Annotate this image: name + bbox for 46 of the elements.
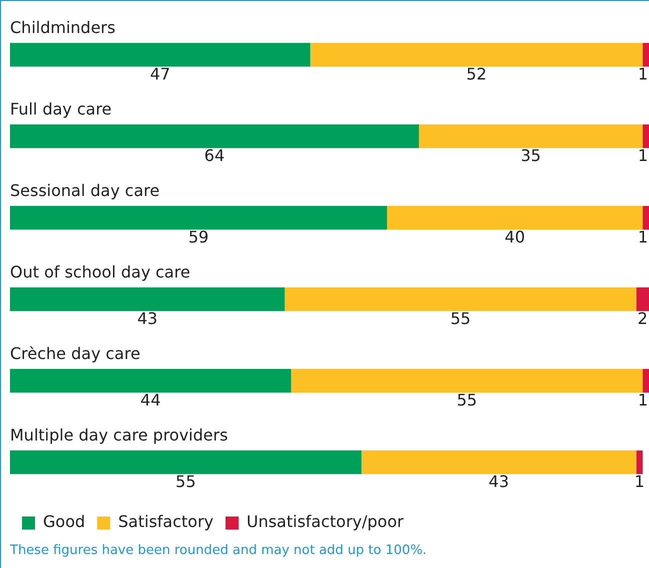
bar (10, 124, 419, 148)
bar (10, 450, 362, 474)
data-label: 43 (137, 309, 158, 328)
bar (10, 206, 388, 230)
data-label: 35 (520, 146, 541, 166)
bar (10, 42, 310, 67)
data-label: 40 (504, 228, 525, 247)
y-tick-label: Sessional day care (10, 181, 160, 200)
text: These figures have been rounded and may not add up to 100%. (10, 543, 427, 558)
data-label: 52 (466, 64, 487, 84)
bar (10, 287, 285, 312)
legend-label: Unsatisfactory/poor (246, 512, 404, 532)
data-label: 1 (638, 390, 648, 410)
bar (284, 287, 636, 312)
y-tick-label: Full day care (10, 100, 112, 119)
data-label: 59 (188, 228, 209, 247)
bar (291, 368, 643, 393)
bar (418, 124, 643, 148)
bar (636, 450, 643, 474)
data-label: 1 (638, 228, 648, 247)
data-label: 43 (488, 472, 510, 492)
data-label: 55 (176, 472, 196, 492)
bar (642, 124, 649, 148)
legend-label: Good (43, 512, 86, 532)
bar (642, 42, 649, 67)
data-label: 55 (456, 390, 478, 410)
data-label: 64 (204, 146, 225, 166)
legend-label: Satisfactory (118, 512, 214, 532)
y-tick-label: Multiple day care providers (10, 426, 228, 445)
data-label: 1 (638, 64, 648, 84)
y-tick-label: Childminders (10, 18, 116, 38)
bar (642, 368, 649, 393)
bar (636, 287, 649, 312)
data-label: 2 (638, 309, 648, 328)
y-tick-label: Crèche day care (10, 344, 140, 364)
data-label: 44 (140, 390, 161, 410)
bar (361, 450, 636, 474)
bar (10, 368, 292, 393)
y-tick-label: Out of school day care (10, 262, 190, 282)
bar (310, 42, 643, 67)
data-label: 1 (634, 472, 645, 492)
bar (387, 206, 643, 230)
bar (642, 206, 649, 230)
data-label: 1 (638, 146, 648, 166)
data-label: 55 (450, 309, 471, 328)
data-label: 47 (150, 64, 170, 84)
